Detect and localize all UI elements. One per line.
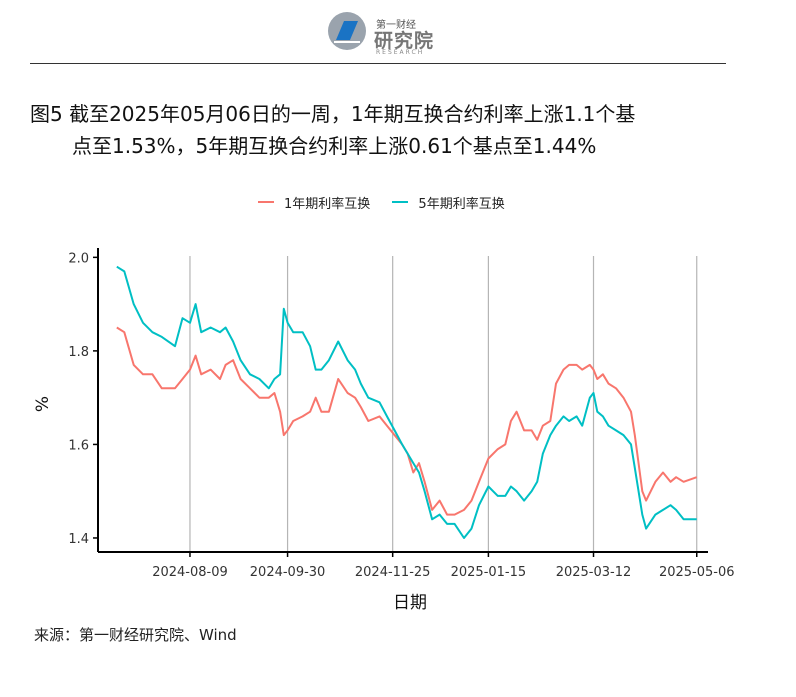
brand-logo: 第一财经 研究院 RESEARCH <box>326 6 456 56</box>
logo-icon <box>328 12 366 50</box>
logo-text-en: RESEARCH <box>376 49 425 56</box>
x-tick-label: 2024-11-25 <box>355 565 431 580</box>
x-tick-label: 2025-01-15 <box>451 565 527 580</box>
legend-item-1y: 1年期利率互换 <box>258 193 370 212</box>
y-tick-label: 1.4 <box>68 532 89 547</box>
source-note: 来源：第一财经研究院、Wind <box>34 626 237 644</box>
legend-item-5y: 5年期利率互换 <box>392 193 505 212</box>
legend-label-1y: 1年期利率互换 <box>284 196 371 212</box>
y-tick-label: 2.0 <box>68 251 89 266</box>
x-tick-label: 2025-03-12 <box>556 565 632 580</box>
chart-legend: 1年期利率互换 5年期利率互换 <box>258 192 523 214</box>
series-line-5y <box>116 265 697 539</box>
x-axis-title: 日期 <box>393 593 427 613</box>
legend-swatch-5y <box>392 201 409 203</box>
series-line-1y <box>116 326 698 516</box>
header-divider <box>30 63 726 64</box>
y-tick-label: 1.6 <box>68 438 89 453</box>
title-line-1: 图5 截至2025年05月06日的一周，1年期互换合约利率上涨1.1个基 <box>30 102 636 126</box>
figure-title: 图5 截至2025年05月06日的一周，1年期互换合约利率上涨1.1个基 点至1… <box>30 98 730 162</box>
legend-swatch-1y <box>258 201 274 203</box>
logo-text-big: 研究院 <box>374 30 435 52</box>
title-line-2: 点至1.53%，5年期互换合约利率上涨0.61个基点至1.44% <box>72 134 597 158</box>
y-tick-label: 1.8 <box>68 345 89 360</box>
x-tick-label: 2025-05-06 <box>659 565 735 580</box>
x-tick-label: 2024-08-09 <box>152 565 228 580</box>
legend-label-5y: 5年期利率互换 <box>418 196 505 212</box>
logo-text-small: 第一财经 <box>376 20 416 31</box>
x-tick-label: 2024-09-30 <box>250 565 326 580</box>
y-axis-title: % <box>33 396 53 412</box>
